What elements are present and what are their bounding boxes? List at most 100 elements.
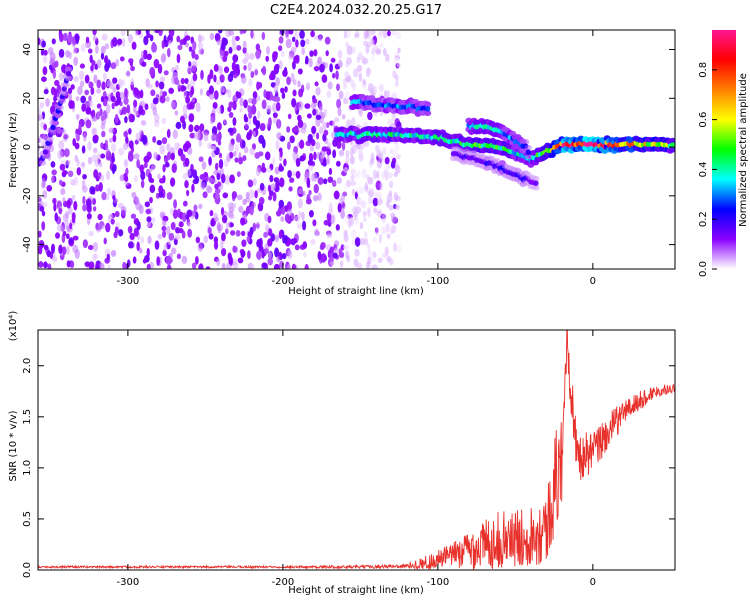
spectral-cell: [166, 47, 171, 58]
spectral-cell: [182, 104, 188, 115]
spectral-cell: [58, 72, 64, 82]
spectral-cell: [146, 263, 151, 269]
spectral-cell: [232, 117, 237, 126]
spectral-cell: [139, 89, 144, 99]
spectral-cell: [343, 83, 347, 90]
spectral-cell: [391, 215, 398, 223]
y-tick-label: 40: [22, 43, 33, 56]
spectral-cell: [360, 200, 367, 209]
spectral-cell: [50, 161, 56, 168]
spectral-cell: [51, 169, 57, 176]
spectral-cell: [219, 74, 225, 83]
spectral-cell: [252, 178, 257, 186]
spectral-cell: [394, 57, 399, 64]
spectral-cell: [98, 161, 103, 168]
spectral-cell: [343, 166, 349, 173]
spectral-cell: [368, 195, 373, 205]
spectral-cell: [341, 141, 346, 151]
spectral-cell: [128, 128, 132, 135]
spectral-cell: [151, 42, 158, 53]
spectral-cell: [126, 104, 131, 114]
spectral-cell: [343, 229, 348, 237]
spectral-cell: [198, 203, 203, 209]
y-tick-label: 2.0: [22, 358, 33, 374]
spectral-cell: [129, 61, 134, 67]
spectral-cell: [237, 257, 244, 264]
spectral-cell: [132, 256, 137, 264]
spectral-cell: [135, 132, 142, 142]
spectral-cell: [41, 221, 46, 231]
spectral-cell: [312, 108, 317, 116]
spectral-cell: [351, 117, 356, 126]
spectral-cell: [51, 38, 56, 45]
spectral-cell: [261, 162, 266, 171]
spectral-cell: [62, 246, 67, 256]
spectral-cell: [338, 59, 343, 68]
spectral-cell: [79, 80, 85, 88]
spectral-cell: [320, 154, 325, 160]
spectral-cell: [92, 241, 98, 252]
spectral-cell: [308, 189, 312, 196]
colorbar: 0.0 0.2 0.4 0.6 0.8 Normalized spectral ampl…: [698, 30, 749, 277]
spectral-cell: [669, 146, 675, 153]
x-tick-label: -300: [117, 276, 140, 287]
spectral-cell: [215, 162, 219, 171]
spectral-cell: [255, 167, 261, 177]
spectral-cell: [356, 186, 362, 195]
spectral-cell: [294, 215, 301, 223]
spectral-cell: [363, 231, 368, 239]
spectral-cell: [522, 138, 530, 145]
spectral-cell: [149, 196, 153, 204]
spectral-cell: [301, 211, 305, 222]
spectral-cell: [286, 238, 293, 245]
spectral-cell: [173, 199, 177, 209]
spectral-cell: [100, 96, 105, 103]
spectral-cell: [312, 98, 318, 104]
spectral-cell: [92, 35, 98, 42]
spectral-cell: [299, 30, 305, 39]
spectral-cell: [381, 213, 387, 223]
spectral-cell: [123, 159, 129, 168]
spectral-cell: [354, 248, 360, 257]
spectral-cell: [144, 201, 150, 208]
spectrogram-y-label: Frequency (Hz): [8, 112, 19, 188]
spectral-cell: [261, 99, 267, 110]
spectral-cell: [187, 221, 192, 228]
spectral-cell: [279, 177, 285, 188]
spectrogram-marks: [38, 30, 675, 269]
spectral-cell: [173, 101, 177, 109]
spectral-cell: [291, 263, 296, 269]
spectral-cell: [216, 39, 222, 46]
spectral-cell: [41, 181, 46, 189]
spectral-cell: [350, 180, 357, 186]
spectral-cell: [351, 238, 356, 246]
spectral-cell: [227, 106, 232, 113]
spectral-cell: [182, 120, 187, 130]
spectral-cell: [181, 230, 186, 239]
spectral-cell: [154, 30, 160, 34]
spectral-cell: [307, 163, 314, 172]
spectral-cell: [264, 151, 271, 161]
spectral-cell: [146, 216, 152, 223]
x-tick-label: 0: [590, 276, 596, 287]
spectral-cell: [391, 30, 397, 36]
spectral-cell: [353, 215, 358, 221]
spectral-cell: [236, 194, 243, 201]
spectral-cell: [174, 142, 181, 151]
spectral-cell: [228, 111, 234, 118]
spectral-cell: [200, 181, 206, 190]
spectral-cell: [322, 178, 328, 185]
spectral-cell: [92, 134, 99, 141]
spectral-cell: [203, 235, 209, 244]
spectral-cell: [194, 175, 199, 184]
spectral-cell: [208, 233, 214, 240]
spectral-cell: [96, 88, 102, 94]
spectral-cell: [38, 196, 42, 203]
spectral-cell: [235, 91, 242, 99]
spectral-cell: [353, 210, 359, 217]
spectral-cell: [134, 89, 140, 96]
spectral-cell: [101, 116, 107, 126]
spectral-cell: [180, 77, 186, 85]
spectral-cell: [221, 232, 226, 242]
